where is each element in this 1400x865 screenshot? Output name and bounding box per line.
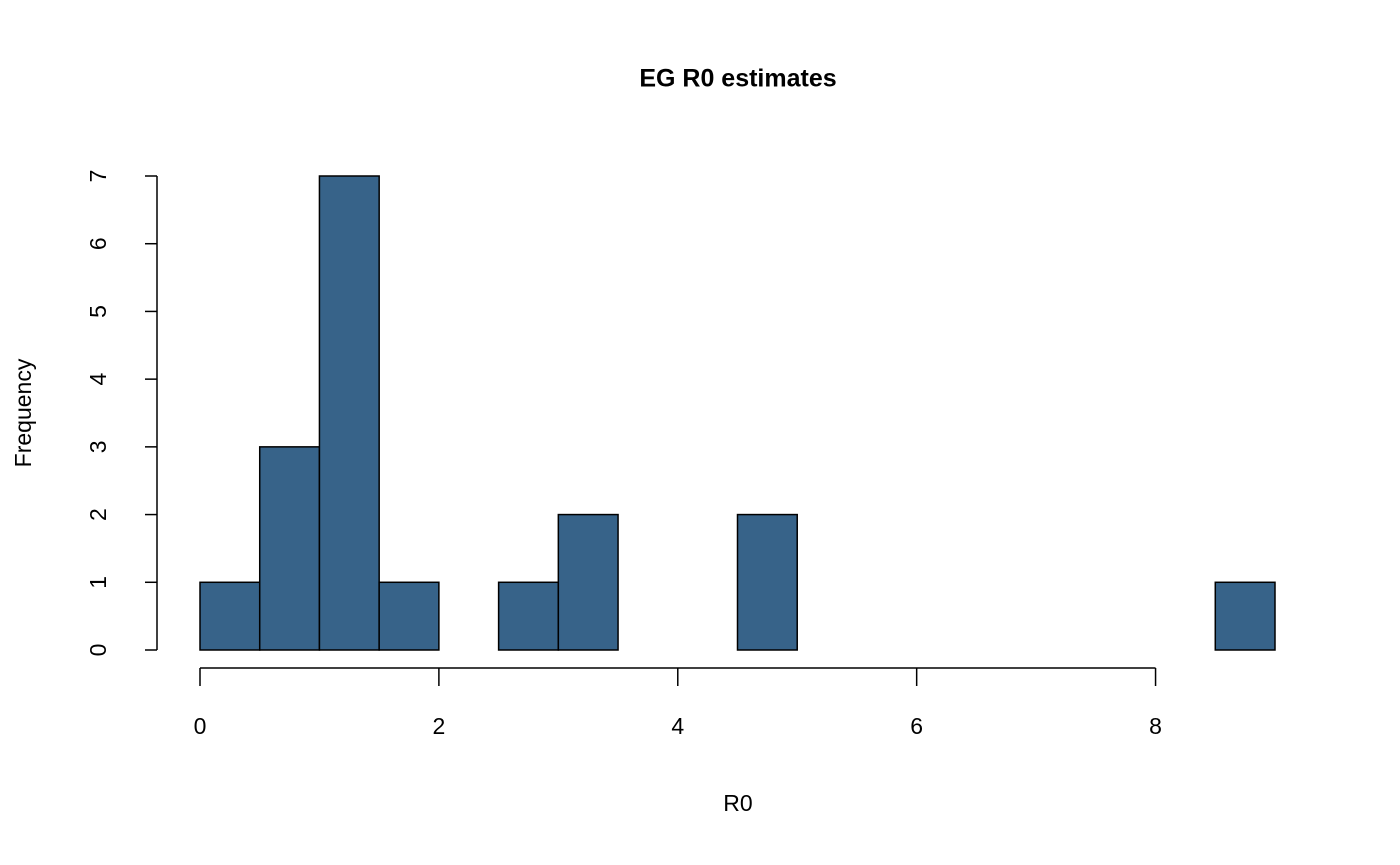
y-tick-label: 4 bbox=[85, 373, 111, 386]
x-tick-label: 2 bbox=[432, 713, 445, 739]
bar bbox=[258, 446, 321, 651]
y-tick-label: 0 bbox=[85, 644, 111, 657]
bar bbox=[1214, 581, 1276, 651]
y-tick-label: 7 bbox=[85, 170, 111, 183]
bar bbox=[557, 513, 619, 651]
y-tick-label: 1 bbox=[85, 576, 111, 589]
bar bbox=[318, 175, 380, 651]
x-tick-label: 4 bbox=[671, 713, 684, 739]
chart-title: EG R0 estimates bbox=[639, 65, 836, 93]
bar bbox=[199, 581, 261, 651]
y-axis-label: Frequency bbox=[10, 358, 36, 467]
x-tick-label: 8 bbox=[1149, 713, 1162, 739]
x-axis-label: R0 bbox=[723, 790, 752, 816]
x-tick-label: 0 bbox=[194, 713, 207, 739]
y-tick-label: 6 bbox=[85, 237, 111, 250]
bar bbox=[736, 513, 798, 651]
y-tick-label: 3 bbox=[85, 440, 111, 453]
bar bbox=[497, 581, 560, 651]
y-tick-label: 2 bbox=[85, 508, 111, 521]
bar bbox=[378, 581, 440, 651]
y-tick-label: 5 bbox=[85, 305, 111, 318]
x-tick-label: 6 bbox=[910, 713, 923, 739]
